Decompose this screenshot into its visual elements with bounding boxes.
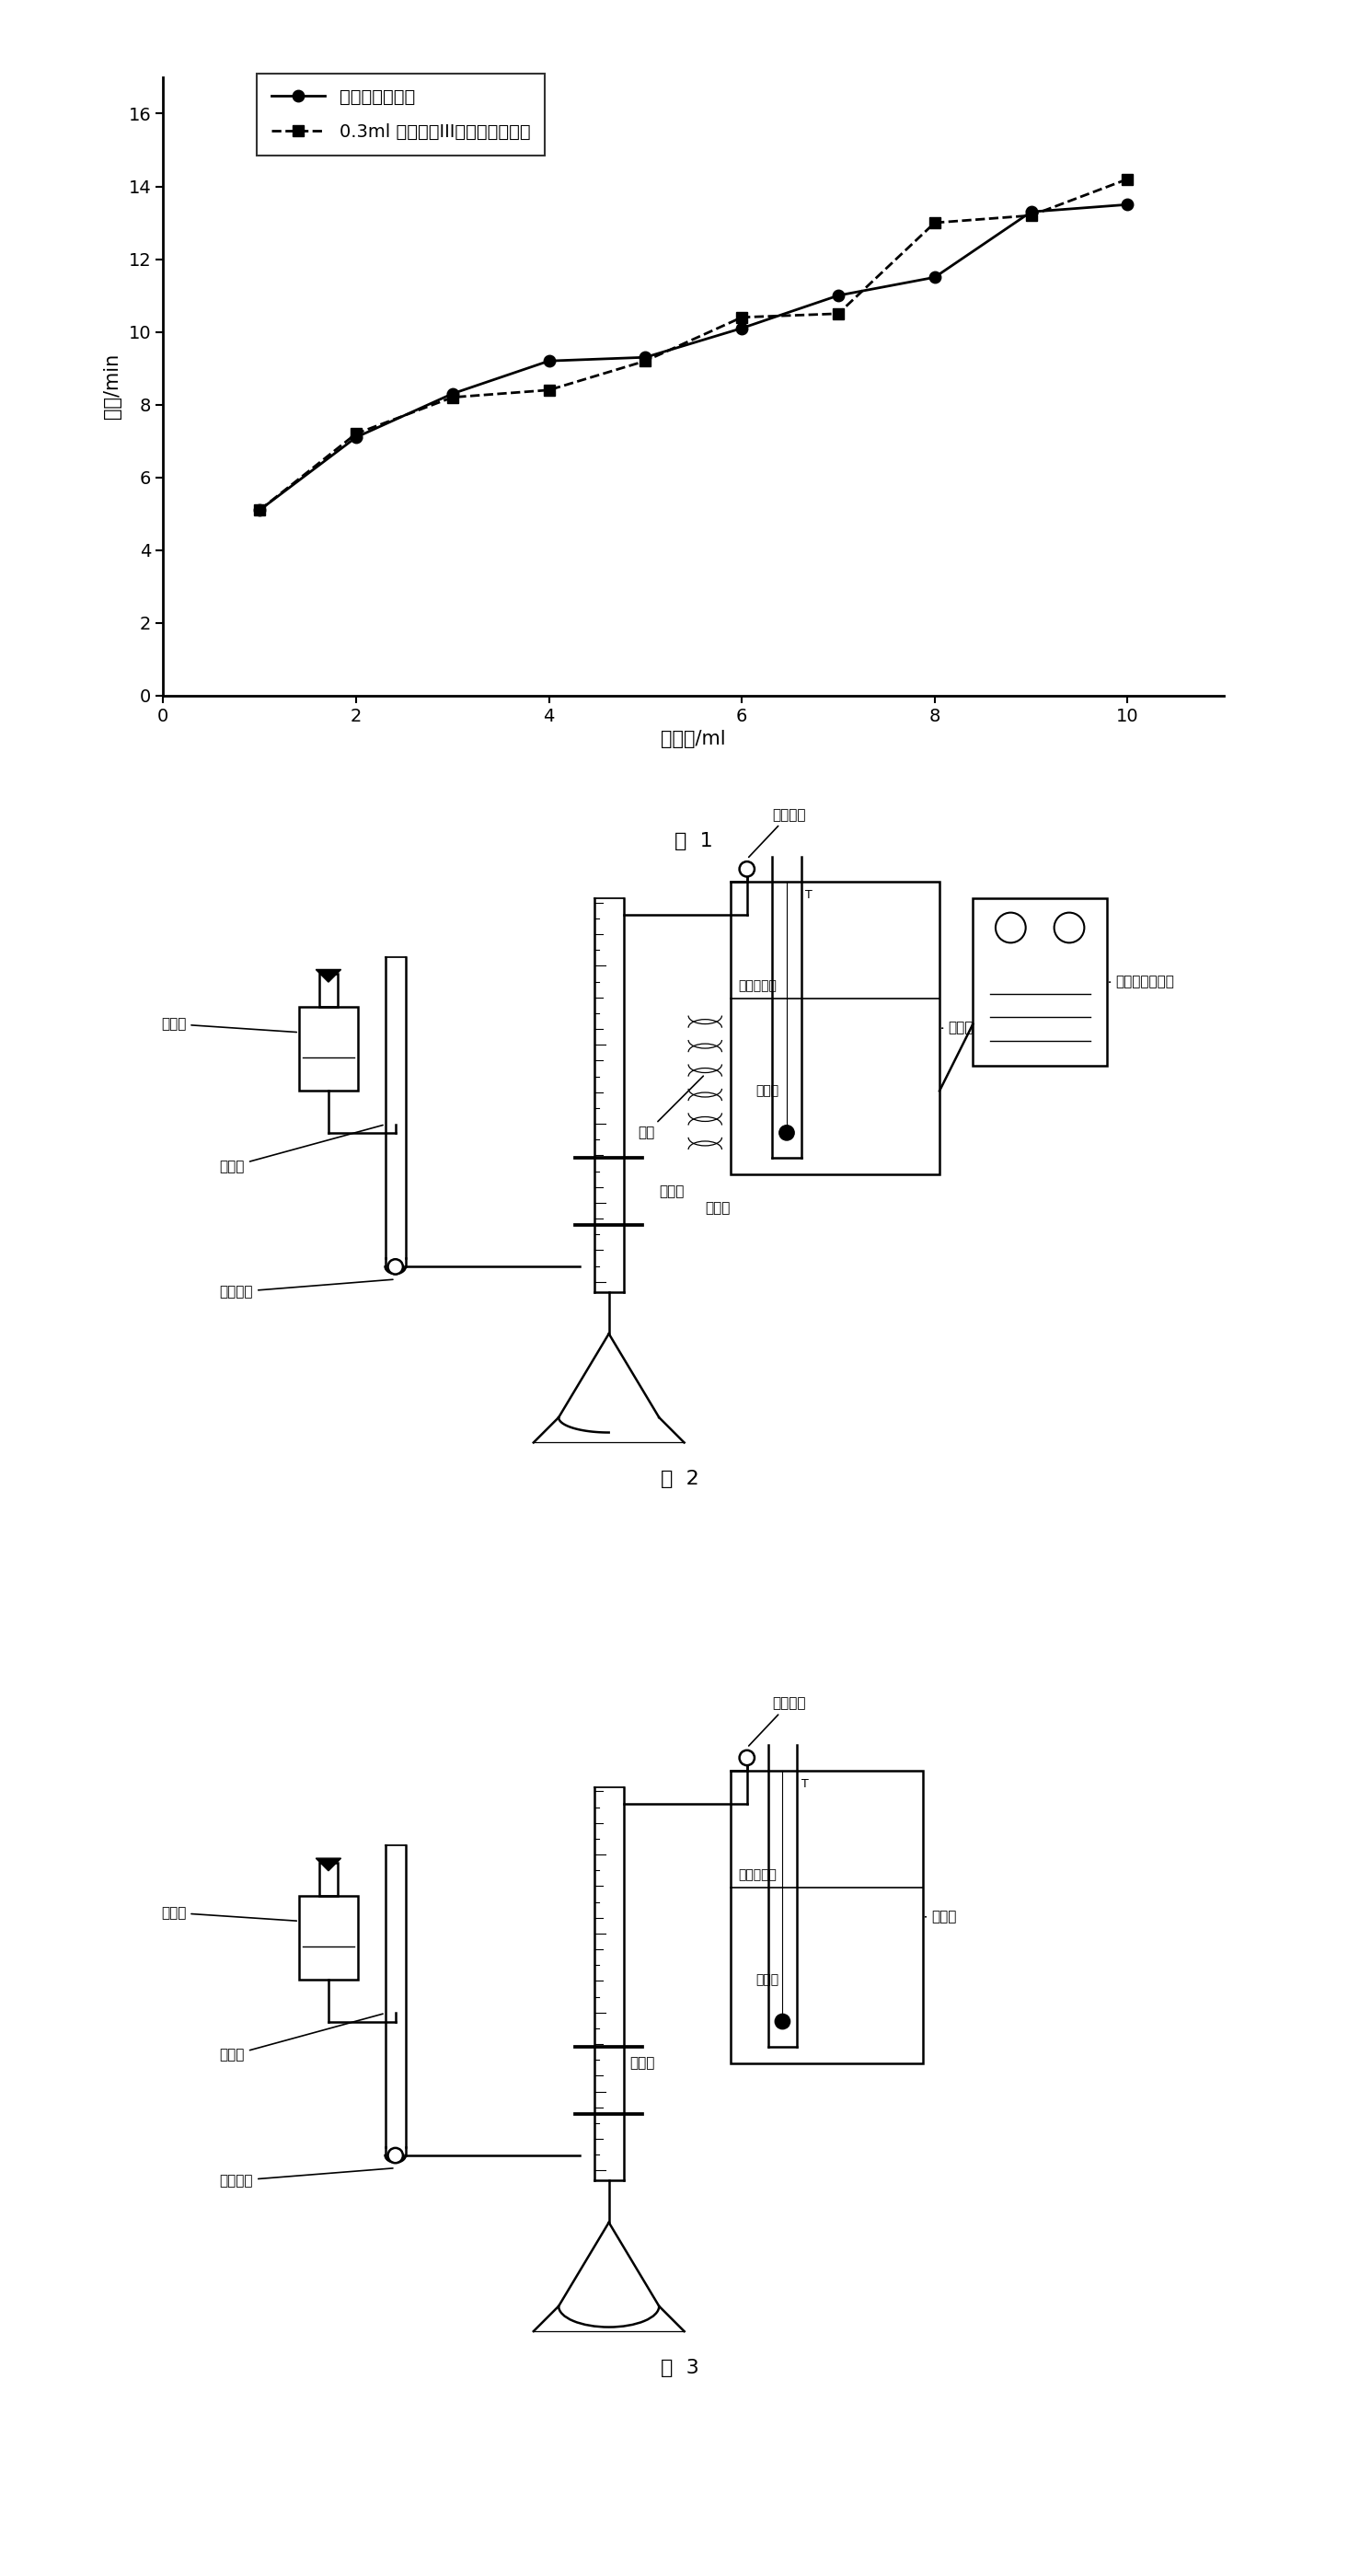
Text: 恒温浴水面: 恒温浴水面 [738, 1868, 777, 1880]
Text: 电磁脉冲发生仪: 电磁脉冲发生仪 [1110, 976, 1174, 989]
0.3ml 硫酸铁（III）铵催化剂催化 [1119, 165, 1136, 196]
脉冲电磁场催化 [1023, 196, 1039, 227]
0.3ml 硫酸铁（III）铵催化剂催化 [830, 299, 846, 330]
脉冲电磁场催化 [926, 263, 942, 294]
X-axis label: 氧气量/ml: 氧气量/ml [661, 729, 726, 750]
Legend: 脉冲电磁场催化, 0.3ml 硫酸铁（III）铵催化剂催化: 脉冲电磁场催化, 0.3ml 硫酸铁（III）铵催化剂催化 [257, 75, 544, 155]
Circle shape [779, 1126, 794, 1141]
Text: 水准管: 水准管 [219, 1126, 384, 1172]
Text: 反应器: 反应器 [942, 1020, 972, 1036]
Text: 恒温浴水面: 恒温浴水面 [738, 979, 777, 992]
Circle shape [740, 1749, 755, 1765]
Text: 线圈: 线圈 [638, 1077, 703, 1139]
Line: 0.3ml 硫酸铁（III）铵催化剂催化: 0.3ml 硫酸铁（III）铵催化剂催化 [254, 175, 1133, 515]
脉冲电磁场催化 [541, 345, 558, 376]
脉冲电磁场催化 [733, 312, 749, 343]
脉冲电磁场催化 [252, 495, 268, 526]
Text: T: T [805, 889, 813, 902]
脉冲电磁场催化 [638, 343, 654, 374]
0.3ml 硫酸铁（III）铵催化剂催化 [926, 206, 942, 237]
0.3ml 硫酸铁（III）铵催化剂催化 [1023, 201, 1039, 232]
脉冲电磁场催化 [830, 281, 846, 312]
Circle shape [740, 860, 755, 876]
Circle shape [388, 1260, 403, 1275]
Text: 恒温浴: 恒温浴 [755, 1973, 778, 1986]
Text: 三通活塞: 三通活塞 [219, 2169, 393, 2187]
Text: 图  2: 图 2 [661, 1471, 699, 1489]
0.3ml 硫酸铁（III）铵催化剂催化 [733, 301, 749, 332]
Text: 费水瓶: 费水瓶 [160, 1018, 296, 1033]
Text: 图  1: 图 1 [675, 832, 713, 850]
脉冲电磁场催化 [445, 379, 461, 410]
Text: 量气管: 量气管 [630, 2056, 656, 2071]
Circle shape [388, 2148, 403, 2164]
Bar [730, 881, 940, 1175]
Text: 量气管: 量气管 [660, 1185, 684, 1198]
Text: 反应器: 反应器 [925, 1909, 956, 1924]
脉冲电磁场催化 [348, 422, 364, 453]
Text: 费水瓶: 费水瓶 [160, 1906, 296, 1922]
Text: 量气管: 量气管 [704, 1200, 730, 1216]
Line: 脉冲电磁场催化: 脉冲电磁场催化 [254, 198, 1133, 515]
Bar [730, 1770, 922, 2063]
0.3ml 硫酸铁（III）铵催化剂催化 [348, 417, 364, 448]
0.3ml 硫酸铁（III）铵催化剂催化 [638, 345, 654, 376]
0.3ml 硫酸铁（III）铵催化剂催化 [445, 381, 461, 412]
Text: 三通活塞: 三通活塞 [749, 809, 805, 858]
脉冲电磁场催化 [1119, 188, 1136, 219]
Polygon shape [316, 1857, 341, 1870]
Bar [972, 899, 1107, 1066]
Y-axis label: 时间/min: 时间/min [103, 353, 122, 420]
Text: 恒温浴: 恒温浴 [755, 1084, 778, 1097]
Polygon shape [316, 969, 341, 981]
0.3ml 硫酸铁（III）铵催化剂催化 [541, 374, 558, 404]
0.3ml 硫酸铁（III）铵催化剂催化 [252, 495, 268, 526]
Circle shape [775, 2014, 790, 2030]
Text: T: T [801, 1777, 808, 1790]
Text: 三通活塞: 三通活塞 [219, 1280, 393, 1298]
Text: 图  3: 图 3 [661, 2360, 699, 2378]
Text: 水准管: 水准管 [219, 2014, 384, 2061]
Text: 三通活塞: 三通活塞 [749, 1698, 805, 1747]
